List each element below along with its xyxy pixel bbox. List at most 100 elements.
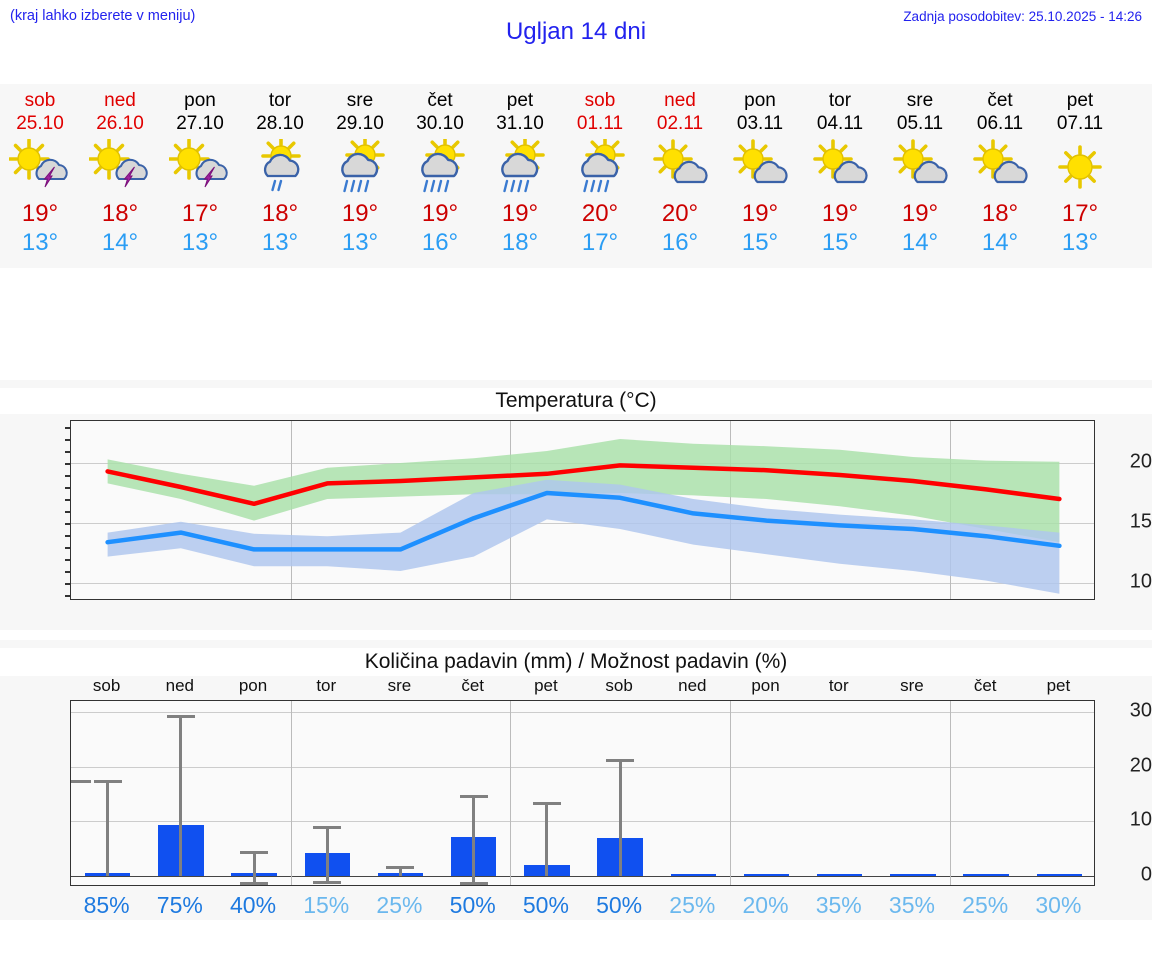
day-name: ned [104, 90, 136, 111]
temperature-min: 18° [501, 229, 539, 256]
sun-cloud-rain-icon [489, 139, 551, 195]
temperature-max: 18° [981, 200, 1019, 227]
forecast-day-column[interactable]: ned 26.10 18° 14° [80, 84, 160, 268]
y-axis-tick [65, 547, 71, 549]
gridline-vertical [290, 701, 292, 885]
sun-icon [1049, 139, 1111, 195]
forecast-day-column[interactable]: sre 05.11 19° 14° [880, 84, 960, 268]
precipitation-bar[interactable] [963, 874, 1009, 877]
forecast-day-column[interactable]: tor 04.11 19° 15° [800, 84, 880, 268]
y-axis-tick [65, 475, 71, 477]
temperature-min: 13° [1061, 229, 1099, 256]
y-axis-tick [65, 535, 71, 537]
precipitation-error-bar [106, 780, 110, 877]
day-date: 25.10 [16, 113, 64, 134]
precipitation-probability: 40% [230, 892, 277, 918]
y-axis-tick-label: 20 [1129, 450, 1152, 473]
precipitation-probability: 75% [156, 892, 203, 918]
day-date: 04.11 [816, 113, 864, 134]
precip-day-label: čet [973, 676, 997, 695]
sun-cloud-rain-icon [329, 139, 391, 195]
precipitation-bar[interactable] [1036, 874, 1083, 877]
y-axis-tick [65, 463, 71, 465]
sun-cloud-icon [969, 139, 1031, 195]
day-date: 26.10 [96, 113, 144, 134]
day-name: pet [506, 90, 534, 111]
temperature-max: 18° [101, 200, 139, 227]
temperature-max: 20° [661, 200, 699, 227]
gridline-horizontal [71, 766, 1094, 768]
day-name: čet [427, 90, 453, 111]
location-menu-hint[interactable]: (kraj lahko izberete v meniju) [10, 8, 196, 24]
precipitation-error-bar [472, 795, 476, 883]
page-title: Ugljan 14 dni [505, 18, 647, 45]
precipitation-probability: 15% [303, 892, 350, 918]
precipitation-probability: 30% [1035, 892, 1082, 918]
day-name: tor [268, 90, 292, 111]
y-axis-tick [65, 451, 71, 453]
precip-day-label: ned [678, 676, 707, 695]
daily-forecast-strip: sob 25.10 19° 13° ned 26.10 18° 14° pon 27.10 1… [0, 84, 1152, 268]
temperature-max: 19° [741, 200, 779, 227]
sun-cloud-rain-icon [409, 139, 471, 195]
forecast-day-column[interactable]: tor 28.10 18° 13° [240, 84, 320, 268]
forecast-day-column[interactable]: čet 06.11 18° 14° [960, 84, 1040, 268]
forecast-day-column[interactable]: pon 27.10 17° 13° [160, 84, 240, 268]
day-name: tor [828, 90, 852, 111]
y-axis-tick [65, 511, 71, 513]
temperature-max: 20° [581, 200, 619, 227]
gridline-horizontal [71, 583, 1094, 584]
sun-cloud-rain-icon [569, 139, 631, 195]
forecast-day-column[interactable]: ned 02.11 20° 16° [640, 84, 720, 268]
precip-day-label: pon [238, 676, 268, 695]
day-date: 02.11 [656, 113, 704, 134]
forecast-day-column[interactable]: sob 01.11 20° 17° [560, 84, 640, 268]
y-axis-tick-label: 15 [1129, 510, 1152, 533]
day-date: 28.10 [256, 113, 304, 134]
y-axis-tick-label: 10 [1129, 808, 1152, 831]
forecast-day-column[interactable]: sre 29.10 19° 13° [320, 84, 400, 268]
forecast-day-column[interactable]: sob 25.10 19° 13° [0, 84, 80, 268]
forecast-day-column[interactable]: pet 31.10 19° 18° [480, 84, 560, 268]
day-date: 27.10 [176, 113, 224, 134]
temperature-min: 15° [741, 229, 779, 256]
y-axis-tick [65, 583, 71, 585]
y-axis-tick [65, 427, 71, 429]
precipitation-bar[interactable] [670, 874, 717, 877]
error-bar-cap-high [606, 758, 635, 762]
forecast-day-column[interactable]: pet 07.11 17° 13° [1040, 84, 1120, 268]
precipitation-probability: 50% [449, 892, 496, 918]
temperature-min: 14° [981, 229, 1019, 256]
day-name: čet [987, 90, 1013, 111]
sun-cloud-icon [889, 139, 951, 195]
precipitation-probability: 20% [742, 892, 789, 918]
temperature-plot-area [65, 420, 1095, 600]
error-bar-cap-low [240, 881, 269, 885]
precipitation-error-bar [398, 866, 402, 877]
precipitation-bar[interactable] [817, 874, 863, 877]
error-bar-cap-low [459, 882, 488, 886]
precipitation-bar[interactable] [890, 874, 936, 877]
forecast-day-column[interactable]: pon 03.11 19° 15° [720, 84, 800, 268]
gridline-horizontal [71, 876, 1094, 878]
error-bar-cap-low [313, 880, 342, 884]
gridline-vertical [510, 701, 512, 885]
precipitation-chart-title: Količina padavin (mm) / Možnost padavin … [0, 648, 1152, 676]
precipitation-probability: 85% [83, 892, 130, 918]
forecast-day-column[interactable]: čet 30.10 19° 16° [400, 84, 480, 268]
gridline-vertical [729, 701, 731, 885]
day-name: pet [1066, 90, 1094, 111]
day-name: sob [584, 90, 616, 111]
error-bar-cap-high [71, 780, 91, 784]
sun-cloud-thunder-icon [89, 139, 151, 195]
sun-cloud-icon [809, 139, 871, 195]
precip-day-label: sre [387, 676, 412, 695]
precipitation-probability: 25% [376, 892, 423, 918]
precip-day-label: pet [1046, 676, 1071, 695]
precipitation-bar[interactable] [743, 874, 790, 877]
temperature-min: 13° [341, 229, 379, 256]
precip-day-label: sre [900, 676, 924, 695]
sun-cloud-thunder-icon [169, 139, 231, 195]
y-axis-tick-label: 0 [1140, 863, 1152, 886]
